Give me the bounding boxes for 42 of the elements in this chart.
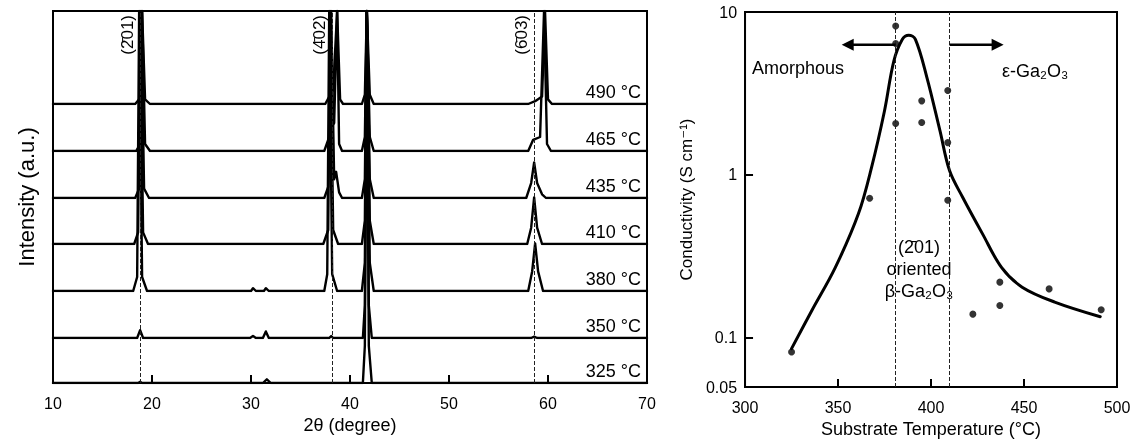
- point: [1045, 285, 1053, 293]
- x-tick-label: 60: [539, 394, 557, 412]
- point: [918, 97, 926, 105]
- y-axis-title: Conductivity (S cm⁻¹): [677, 118, 696, 281]
- ref-line-label: (2̄01): [118, 15, 138, 55]
- y-tick-label: 10: [719, 3, 738, 21]
- ref-line-label: (6̄03): [512, 15, 532, 55]
- x-tick-label: 30: [242, 394, 260, 412]
- x-tick-label: 300: [731, 398, 759, 416]
- point: [996, 278, 1004, 286]
- series-label: 435 °C: [585, 176, 641, 196]
- annotation: ε-Ga₂O₃: [1002, 61, 1069, 81]
- y-tick-label: 1: [728, 166, 738, 184]
- x-tick-label: 50: [440, 394, 458, 412]
- annotation: (2̄01) oriented β-Ga₂O₃: [884, 237, 954, 301]
- series-label: 465 °C: [585, 129, 641, 149]
- x-tick-label: 400: [917, 398, 945, 416]
- annotation: Amorphous: [752, 58, 845, 78]
- point: [1097, 306, 1105, 314]
- point: [866, 194, 874, 202]
- point: [969, 310, 977, 318]
- x-axis-title: Substrate Temperature (°C): [821, 418, 1041, 439]
- x-tick-label: 450: [1010, 398, 1038, 416]
- point: [788, 348, 796, 356]
- series-label: 350 °C: [585, 316, 641, 336]
- point: [996, 302, 1004, 310]
- series-label: 410 °C: [585, 222, 641, 242]
- series-label: 325 °C: [585, 361, 641, 381]
- series-label: 490 °C: [585, 82, 641, 102]
- point: [918, 118, 926, 126]
- x-tick-label: 70: [638, 394, 656, 412]
- x-tick-label: 20: [143, 394, 161, 412]
- x-tick-label: 350: [824, 398, 852, 416]
- x-tick-label: 500: [1103, 398, 1131, 416]
- x-axis-title: 2θ (degree): [303, 414, 397, 435]
- ref-line-label: (4̄02): [310, 15, 330, 55]
- series-label: 380 °C: [585, 269, 641, 289]
- y-tick-label: 0.05: [705, 378, 738, 396]
- y-axis-title: Intensity (a.u.): [13, 127, 39, 267]
- y-tick-label: 0.1: [714, 329, 738, 347]
- x-tick-label: 10: [44, 394, 62, 412]
- x-tick-label: 40: [341, 394, 359, 412]
